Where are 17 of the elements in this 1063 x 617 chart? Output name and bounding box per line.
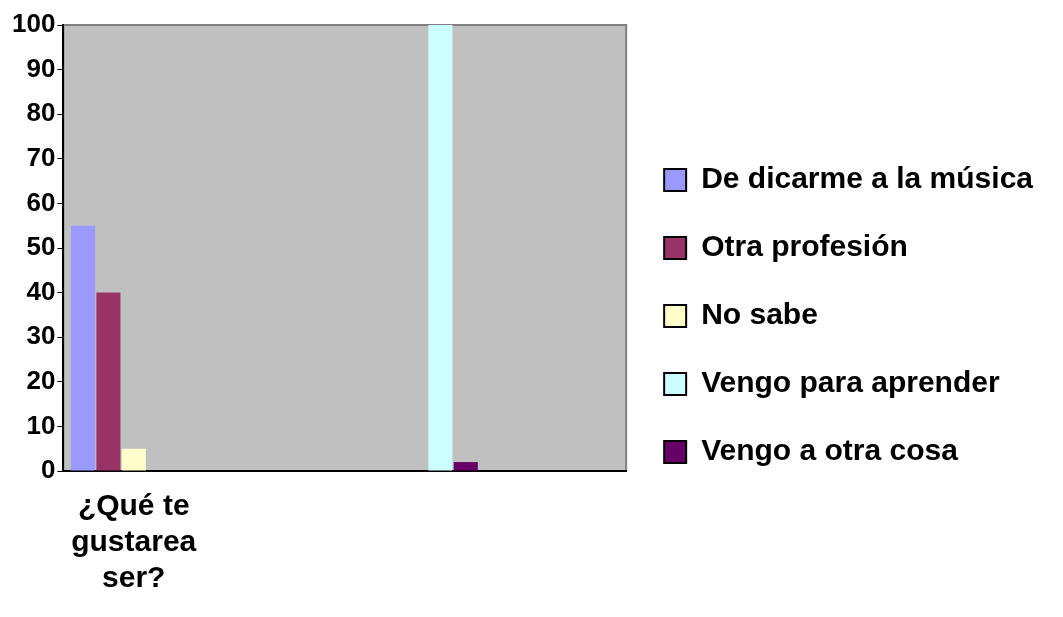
y-tick-label: 10: [26, 409, 56, 440]
y-tick-label: 80: [26, 97, 56, 128]
y-tick-label: 50: [26, 231, 56, 262]
y-tick-label: 30: [26, 320, 56, 351]
legend-label: Otra profesión: [701, 229, 908, 263]
y-tick-label: 0: [40, 454, 56, 485]
x-tick-label: ¿Qué te gustarea ser?: [71, 488, 197, 594]
y-tick-label: 60: [26, 186, 56, 217]
legend-label: Vengo a otra cosa: [701, 433, 959, 467]
y-tick-label: 100: [11, 8, 56, 39]
y-tick-label: 90: [26, 52, 56, 83]
legend-label: De dicarme a la música: [701, 161, 1034, 195]
legend-label: No sabe: [701, 297, 818, 331]
y-tick-label: 20: [26, 364, 56, 395]
y-tick-label: 40: [26, 275, 56, 306]
y-tick-label: 70: [26, 141, 56, 172]
legend-label: Vengo para aprender: [701, 365, 1000, 399]
